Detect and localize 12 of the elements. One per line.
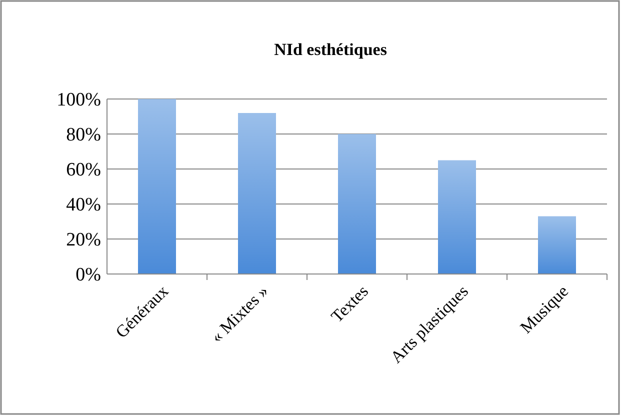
y-tick-label: 20% [66, 230, 102, 251]
y-tick-label: 60% [66, 160, 102, 181]
bar [238, 113, 276, 274]
y-tick-label: 0% [76, 264, 102, 286]
bar [338, 134, 376, 274]
y-tick-label: 40% [66, 194, 102, 216]
bar [438, 160, 476, 274]
y-tick-label: 80% [66, 124, 102, 146]
chart-title: NId esthétiques [274, 40, 388, 59]
y-tick-label: 100% [56, 90, 102, 111]
bar [138, 99, 176, 274]
bar [538, 216, 576, 274]
